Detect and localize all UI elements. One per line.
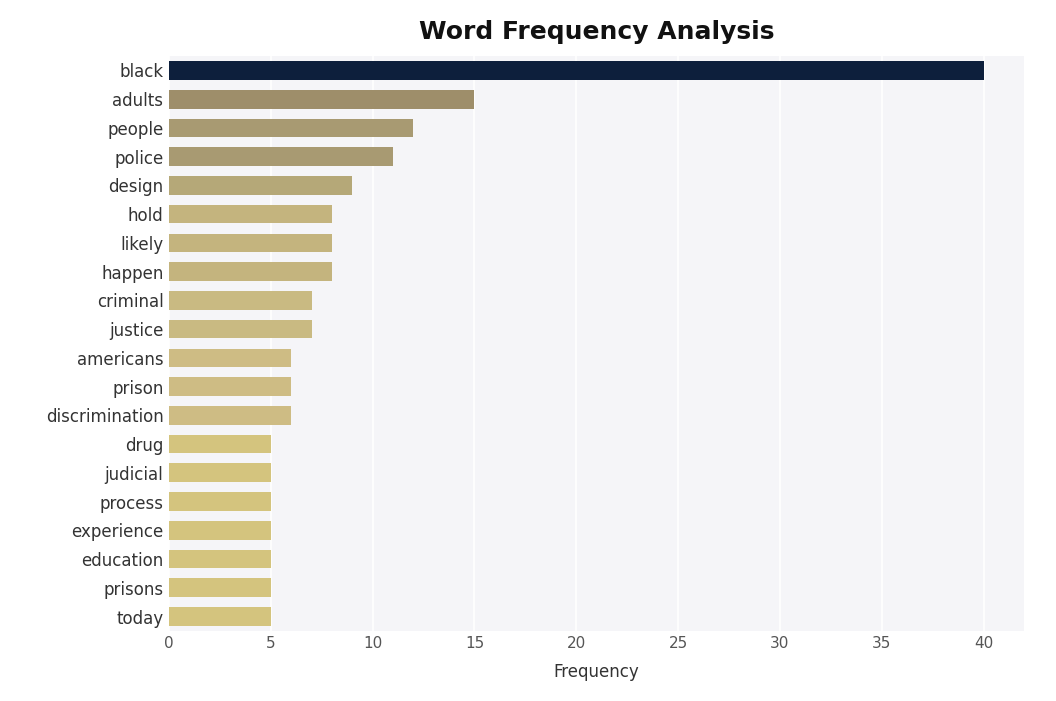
Bar	[169, 578, 270, 597]
Bar	[169, 348, 291, 367]
Bar	[169, 377, 291, 396]
Bar	[169, 521, 270, 540]
Bar	[169, 118, 413, 137]
Bar	[169, 147, 393, 166]
Bar	[169, 406, 291, 425]
X-axis label: Frequency: Frequency	[553, 662, 640, 681]
Bar	[169, 492, 270, 511]
Bar	[169, 320, 312, 339]
Bar	[169, 607, 270, 626]
Bar	[169, 176, 353, 195]
Bar	[169, 61, 983, 80]
Bar	[169, 435, 270, 454]
Bar	[169, 262, 332, 281]
Bar	[169, 550, 270, 569]
Bar	[169, 233, 332, 252]
Bar	[169, 205, 332, 224]
Bar	[169, 291, 312, 310]
Title: Word Frequency Analysis: Word Frequency Analysis	[419, 20, 774, 44]
Bar	[169, 463, 270, 482]
Bar	[169, 90, 474, 109]
